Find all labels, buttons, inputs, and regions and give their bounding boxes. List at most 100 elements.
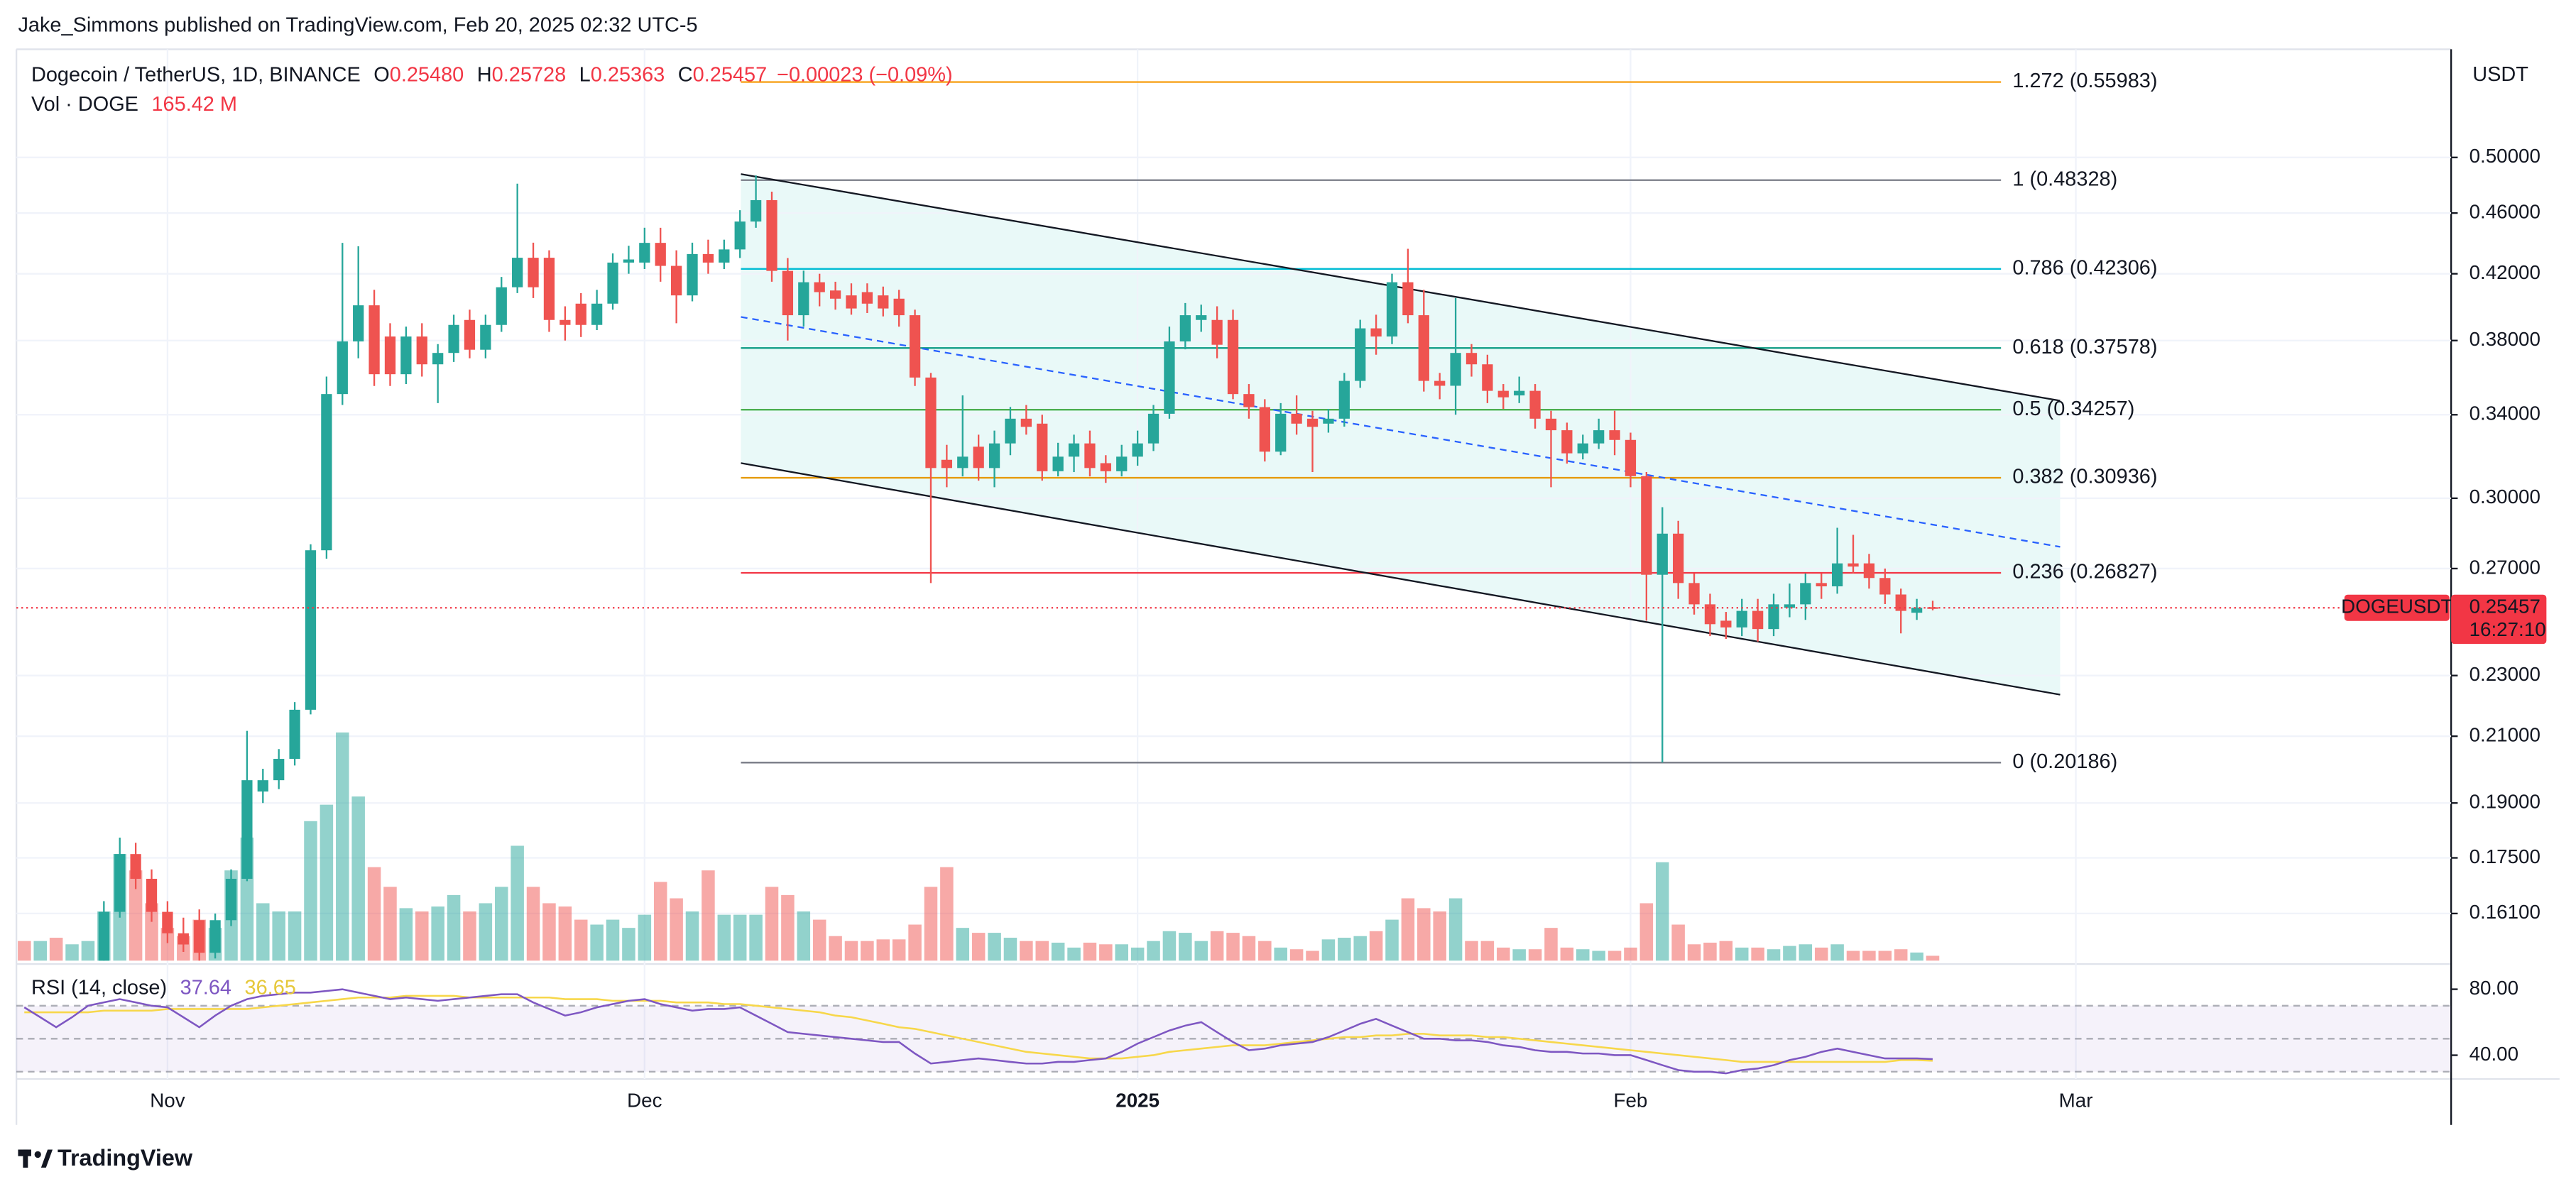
- volume-bar: [288, 911, 302, 961]
- volume-bar: [1655, 862, 1669, 961]
- volume-bar: [1735, 947, 1749, 961]
- price-tag: 0.25457: [2469, 596, 2540, 618]
- ohlc-value: 0.25363: [591, 63, 665, 86]
- candle-body: [1895, 594, 1906, 611]
- volume-bar: [861, 941, 874, 961]
- candle-body: [1386, 282, 1398, 337]
- candle-body: [1657, 533, 1668, 575]
- volume-bar: [1115, 944, 1128, 961]
- volume-bar: [1194, 941, 1208, 961]
- fib-label: 0 (0.20186): [2012, 750, 2117, 773]
- candle-body: [130, 854, 141, 879]
- volume-bar: [1051, 942, 1065, 961]
- volume-bar: [1465, 941, 1478, 961]
- y-tick-label: 0.38000: [2469, 328, 2540, 350]
- volume-bar: [1512, 949, 1526, 961]
- volume-bar: [1783, 946, 1796, 961]
- candle-body: [814, 282, 825, 292]
- rsi-pane: [16, 988, 2452, 1075]
- volume-bar: [765, 887, 779, 961]
- x-tick-label: Dec: [627, 1090, 662, 1112]
- ohlc-key: O: [373, 63, 389, 86]
- candle-body: [941, 459, 953, 469]
- volume-bar: [1608, 950, 1622, 961]
- volume-bar: [447, 894, 461, 961]
- volume-bar: [367, 867, 381, 961]
- volume-bar: [494, 887, 508, 961]
- candle-body: [480, 324, 491, 350]
- candle-body: [1020, 418, 1032, 427]
- candle-body: [1529, 390, 1541, 419]
- candle-body: [1497, 390, 1509, 398]
- candle-body: [893, 298, 905, 316]
- volume-bar: [1767, 949, 1781, 961]
- candle-body: [178, 933, 189, 945]
- candle-body: [861, 292, 873, 304]
- candle-body: [1784, 604, 1796, 608]
- candle-body: [496, 287, 507, 325]
- volume-bar: [924, 887, 938, 961]
- y-tick-label: 0.23000: [2469, 663, 2540, 685]
- volume-bar: [1894, 949, 1908, 961]
- volume-bar: [1099, 944, 1113, 961]
- candle-body: [798, 282, 809, 316]
- candle-body: [1450, 353, 1461, 386]
- volume-bar: [717, 914, 731, 961]
- volume-bar: [685, 911, 699, 961]
- candle-body: [1291, 413, 1302, 424]
- candle-body: [1005, 418, 1016, 444]
- volume-bar: [336, 732, 349, 961]
- volume-bar: [33, 941, 47, 961]
- volume-bar: [797, 911, 811, 961]
- volume-bar: [1719, 941, 1733, 961]
- candle-body: [1752, 610, 1764, 630]
- candle-body: [734, 221, 746, 250]
- candle-body: [1147, 413, 1159, 444]
- volume-bar: [733, 914, 747, 961]
- rsi-legend: RSI (14, close) 37.64 36.65: [31, 976, 296, 999]
- candle-body: [369, 305, 380, 375]
- candle-body: [337, 341, 348, 395]
- candle-body: [1306, 418, 1319, 427]
- candle-body: [1338, 380, 1350, 419]
- candle-body: [782, 270, 794, 316]
- volume-bar: [1448, 898, 1463, 961]
- candle-body: [1561, 430, 1573, 454]
- candle-body: [1355, 328, 1366, 381]
- volume-bar: [956, 928, 970, 961]
- candle-body: [1211, 319, 1223, 345]
- volume-bar: [1528, 949, 1542, 961]
- fib-label: 0.618 (0.37578): [2012, 336, 2157, 358]
- volume-bar: [1258, 941, 1272, 961]
- volume-bar: [1130, 947, 1145, 961]
- volume-bar: [812, 919, 826, 961]
- candle-body: [1275, 413, 1287, 452]
- ohlc-value: 0.25728: [492, 63, 567, 86]
- candle-body: [1768, 604, 1779, 630]
- volume-bar: [463, 911, 476, 961]
- volume-bar: [590, 924, 604, 961]
- volume-bar: [1687, 944, 1701, 961]
- volume-bar: [1910, 952, 1923, 961]
- candle-body: [702, 253, 714, 263]
- candle-body: [1418, 315, 1429, 381]
- candle-body: [384, 336, 396, 375]
- candle-body: [1196, 315, 1207, 320]
- candle-body: [909, 315, 921, 378]
- volume-bar: [1592, 950, 1605, 961]
- rsi-band: [16, 1005, 2452, 1072]
- candle-body: [1402, 282, 1414, 316]
- candle-body: [114, 854, 126, 912]
- volume-bar: [272, 911, 285, 961]
- brand: TradingView: [58, 1145, 193, 1171]
- volume-bar: [1353, 936, 1367, 961]
- ohlc-key: L: [579, 63, 591, 86]
- candle-body: [988, 443, 1000, 469]
- candle-body: [1736, 610, 1747, 628]
- volume-bar: [1624, 947, 1637, 961]
- volume-bar: [1703, 942, 1717, 961]
- candle-body: [321, 394, 332, 551]
- ohlc-key: C: [678, 63, 693, 86]
- volume-bar: [1671, 924, 1685, 961]
- volume-bar: [1179, 933, 1192, 961]
